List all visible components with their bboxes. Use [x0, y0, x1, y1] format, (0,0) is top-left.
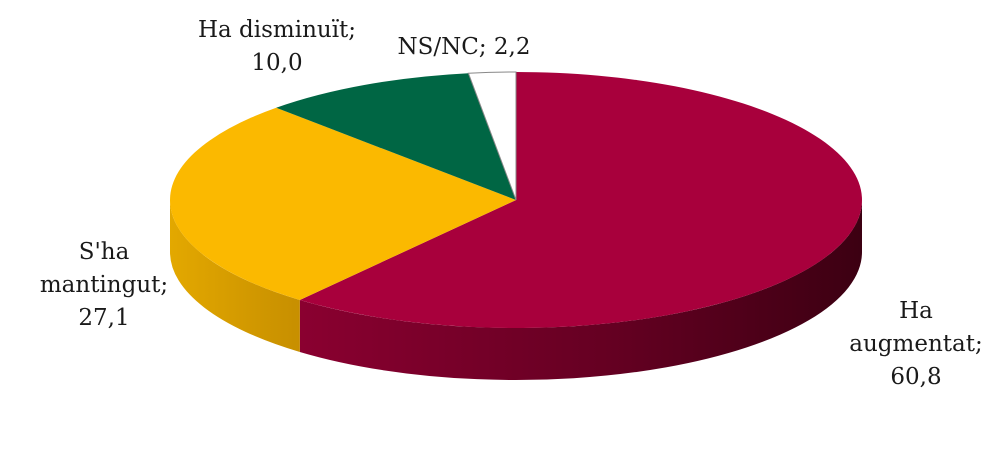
data-label-line: augmentat; [849, 331, 982, 357]
data-label-ns-nc: NS/NC; 2,2 [398, 34, 531, 60]
data-label-ha-disminuit: Ha disminuït; 10,0 [198, 17, 356, 76]
data-label-line: S'ha [79, 239, 130, 265]
pie-tops [169, 71, 862, 328]
pie-slice-ns-nc [467, 71, 517, 201]
data-label-sha-mantingut: S'ha mantingut; 27,1 [40, 239, 168, 331]
pie-slice-ha-augmentat [299, 72, 862, 328]
data-label-line: NS/NC; 2,2 [398, 34, 531, 60]
data-label-line: Ha disminuït; [198, 17, 356, 43]
data-label-line: 10,0 [251, 50, 302, 76]
pie-side-sha-mantingut [170, 200, 300, 352]
data-label-line: 27,1 [78, 305, 129, 331]
pie-side-ha-augmentat [299, 200, 863, 381]
data-label-ha-augmentat: Ha augmentat; 60,8 [849, 298, 982, 390]
data-label-line: Ha [899, 298, 933, 324]
pie-labels: Ha augmentat; 60,8 S'ha mantingut; 27,1 Ha dis… [40, 17, 983, 390]
data-label-line: mantingut; [40, 272, 168, 298]
pie-slice-sha-mantingut [169, 107, 517, 300]
data-label-line: 60,8 [890, 364, 941, 390]
pie-sides [170, 200, 863, 381]
pie-slice-ha-disminuit [276, 73, 516, 200]
